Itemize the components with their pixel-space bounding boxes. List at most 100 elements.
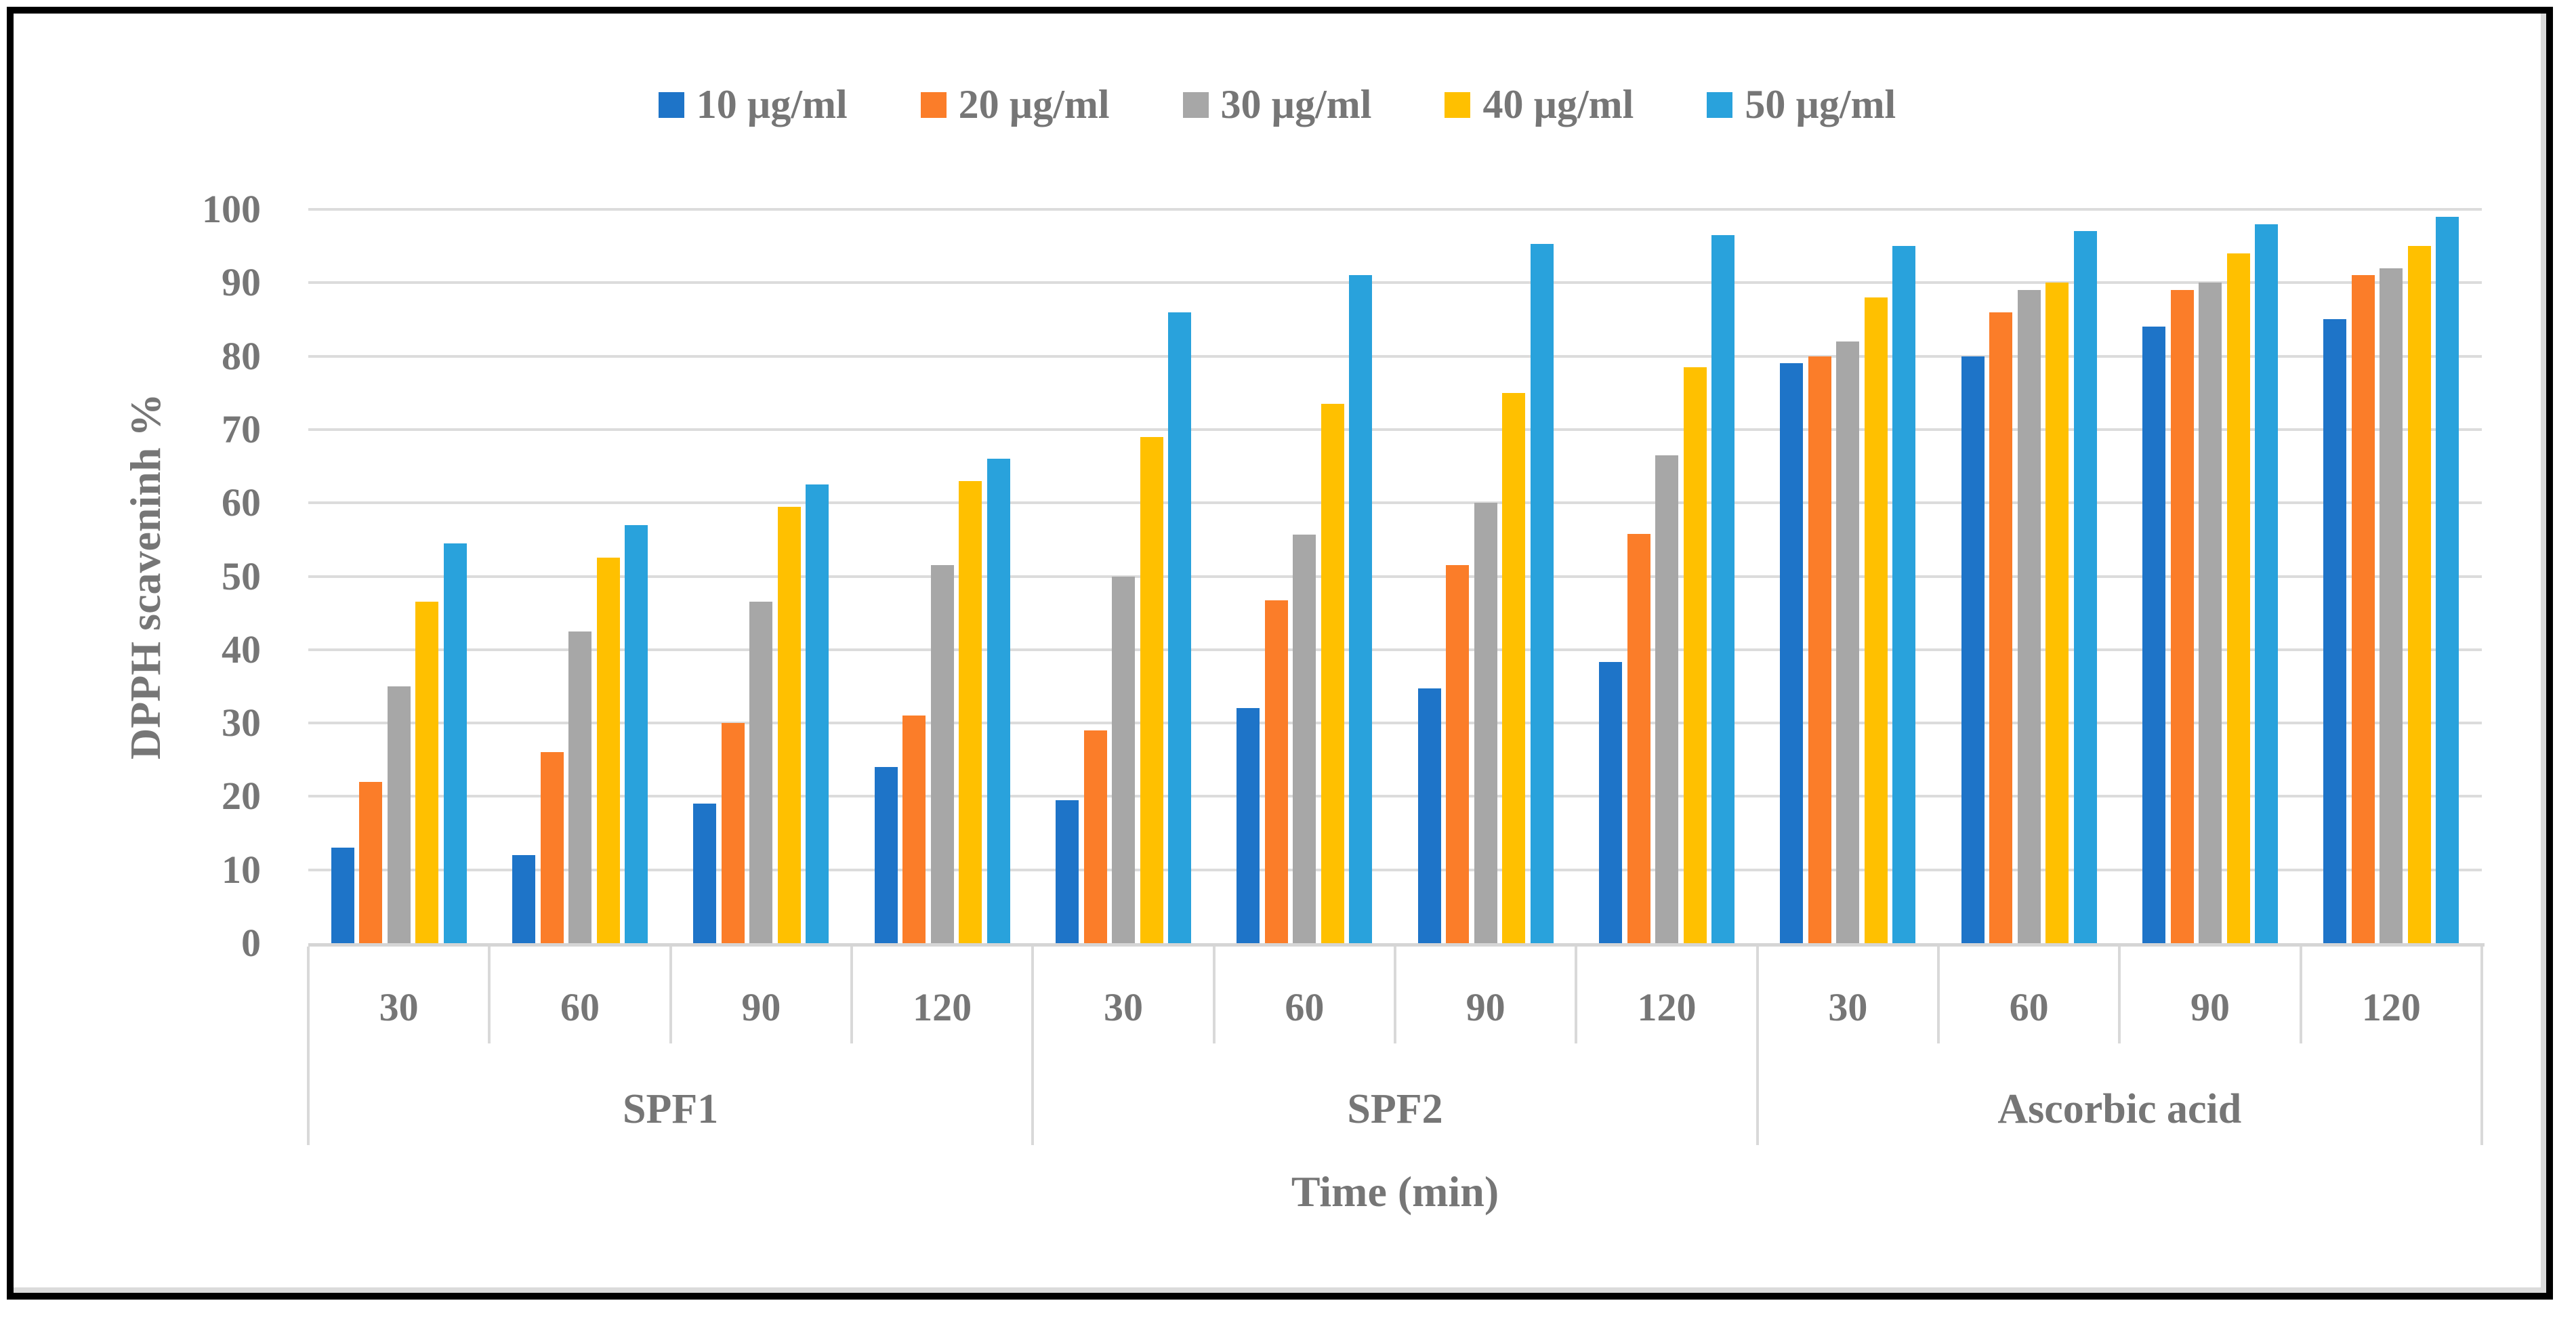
bar (693, 804, 717, 943)
legend-swatch-icon (1182, 91, 1209, 118)
time-tick-label: 120 (913, 985, 972, 1029)
bar (331, 848, 354, 943)
bar (2073, 231, 2097, 943)
chart-area: 10 µg/ml 20 µg/ml 30 µg/ml 40 µg/ml 50 µg/ml… (14, 14, 2546, 1293)
gridline (308, 354, 2482, 358)
category-separator (2299, 947, 2302, 1043)
bar (749, 602, 773, 943)
bar (1321, 403, 1344, 943)
legend-label: 50 µg/ml (1745, 82, 1896, 127)
bar (1502, 392, 1526, 943)
bar (2142, 327, 2165, 943)
bar (930, 565, 954, 943)
category-separator (1394, 947, 1396, 1043)
gridline (308, 208, 2482, 211)
bar (512, 855, 535, 943)
bar (443, 543, 467, 943)
gridline (308, 648, 2482, 651)
group-separator (307, 947, 310, 1145)
group-label: SPF2 (1347, 1086, 1443, 1132)
y-axis-tick-label: 30 (222, 701, 261, 745)
bar (596, 558, 620, 943)
group-label: SPF1 (623, 1086, 719, 1132)
legend-label: 30 µg/ml (1220, 82, 1372, 127)
time-tick-label: 30 (1103, 985, 1143, 1029)
y-axis-tick-label: 50 (222, 554, 261, 598)
bar (625, 524, 648, 943)
time-tick-label: 60 (560, 985, 600, 1029)
bar (1655, 455, 1678, 943)
bar (986, 459, 1010, 943)
category-separator (1575, 947, 1578, 1043)
legend-swatch-icon (658, 91, 684, 118)
time-tick-label: 120 (1637, 985, 1697, 1029)
gridline (308, 281, 2482, 285)
bar (1237, 708, 1260, 943)
group-label: Ascorbic acid (1997, 1086, 2242, 1132)
legend-item: 50 µg/ml (1707, 81, 1896, 128)
category-separator (850, 947, 853, 1043)
legend-item: 20 µg/ml (920, 81, 1110, 128)
y-axis-tick-label: 20 (222, 774, 261, 819)
category-separator (2118, 947, 2121, 1043)
bar (540, 752, 564, 943)
bar (1711, 234, 1734, 943)
bar (1961, 356, 1985, 943)
bar (874, 767, 898, 943)
group-separator (1031, 947, 1035, 1145)
legend-label: 40 µg/ml (1482, 82, 1634, 127)
bar (2199, 283, 2222, 943)
time-tick-label: 120 (2361, 985, 2421, 1029)
y-axis-tick-label: 80 (222, 333, 261, 378)
bar (1056, 800, 1079, 943)
y-axis-tick-label: 70 (222, 407, 261, 451)
gridline (308, 428, 2482, 431)
y-axis-tick-label: 0 (241, 921, 261, 965)
legend-label: 10 µg/ml (696, 82, 848, 127)
y-axis-tick-label: 90 (222, 260, 261, 305)
gridline (308, 722, 2482, 725)
gridline (308, 575, 2482, 578)
bar (1780, 363, 1804, 943)
x-axis-line (308, 943, 2485, 947)
legend-swatch-icon (920, 91, 947, 118)
bar (415, 602, 439, 943)
bar (2017, 290, 2041, 943)
time-tick-label: 30 (1828, 985, 1868, 1029)
time-tick-label: 30 (379, 985, 419, 1029)
legend-label: 20 µg/ml (958, 82, 1110, 127)
bar (1627, 533, 1650, 943)
category-separator (1212, 947, 1216, 1043)
bar (1683, 367, 1707, 943)
bar (2226, 253, 2250, 943)
gridline (308, 501, 2482, 505)
bar (1808, 356, 1831, 943)
category-separator (669, 947, 672, 1043)
bar (1530, 243, 1554, 943)
time-tick-label: 90 (741, 985, 781, 1029)
bar (2436, 216, 2459, 943)
y-axis-tick-label: 100 (202, 187, 261, 231)
bar (902, 716, 926, 943)
bar (2351, 275, 2375, 943)
bar (1417, 688, 1441, 943)
bar (1264, 600, 1288, 943)
bar (721, 723, 745, 943)
bar (1989, 312, 2013, 943)
y-axis-tick-label: 10 (222, 847, 261, 892)
gridline (308, 795, 2482, 798)
category-separator (488, 947, 491, 1043)
bar (1599, 662, 1622, 943)
bar (2045, 283, 2069, 943)
legend-item: 40 µg/ml (1445, 81, 1634, 128)
bar (568, 631, 591, 943)
category-separator (1937, 947, 1940, 1043)
group-separator (2480, 947, 2483, 1145)
time-tick-label: 60 (1285, 985, 1325, 1029)
bar (2407, 246, 2431, 943)
bar (2380, 268, 2403, 943)
legend-item: 30 µg/ml (1182, 81, 1372, 128)
bar (2323, 319, 2347, 943)
bar (1349, 275, 1373, 943)
bar (959, 480, 982, 943)
